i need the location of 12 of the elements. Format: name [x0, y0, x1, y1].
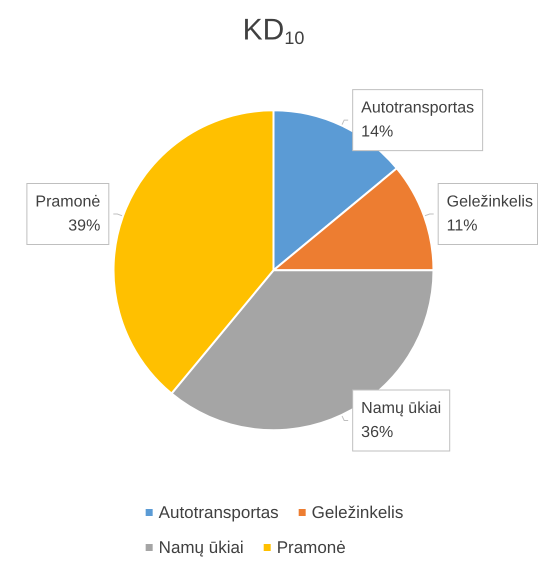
- data-label: 36%: [361, 424, 394, 441]
- legend-label: Geležinkelis: [312, 503, 404, 522]
- slice-label: Pramonė: [35, 194, 100, 211]
- legend-label: Autotransportas: [158, 503, 279, 522]
- data-label: 14%: [361, 124, 394, 141]
- slice-label: Autotransportas: [361, 100, 474, 117]
- legend-label: Pramonė: [276, 538, 346, 557]
- data-label: 39%: [68, 218, 100, 235]
- legend-label: Namų ūkiai: [158, 538, 244, 557]
- slice-label: Geležinkelis: [446, 194, 533, 211]
- data-label: 11%: [446, 218, 478, 235]
- slice-label: Namų ūkiai: [361, 400, 442, 417]
